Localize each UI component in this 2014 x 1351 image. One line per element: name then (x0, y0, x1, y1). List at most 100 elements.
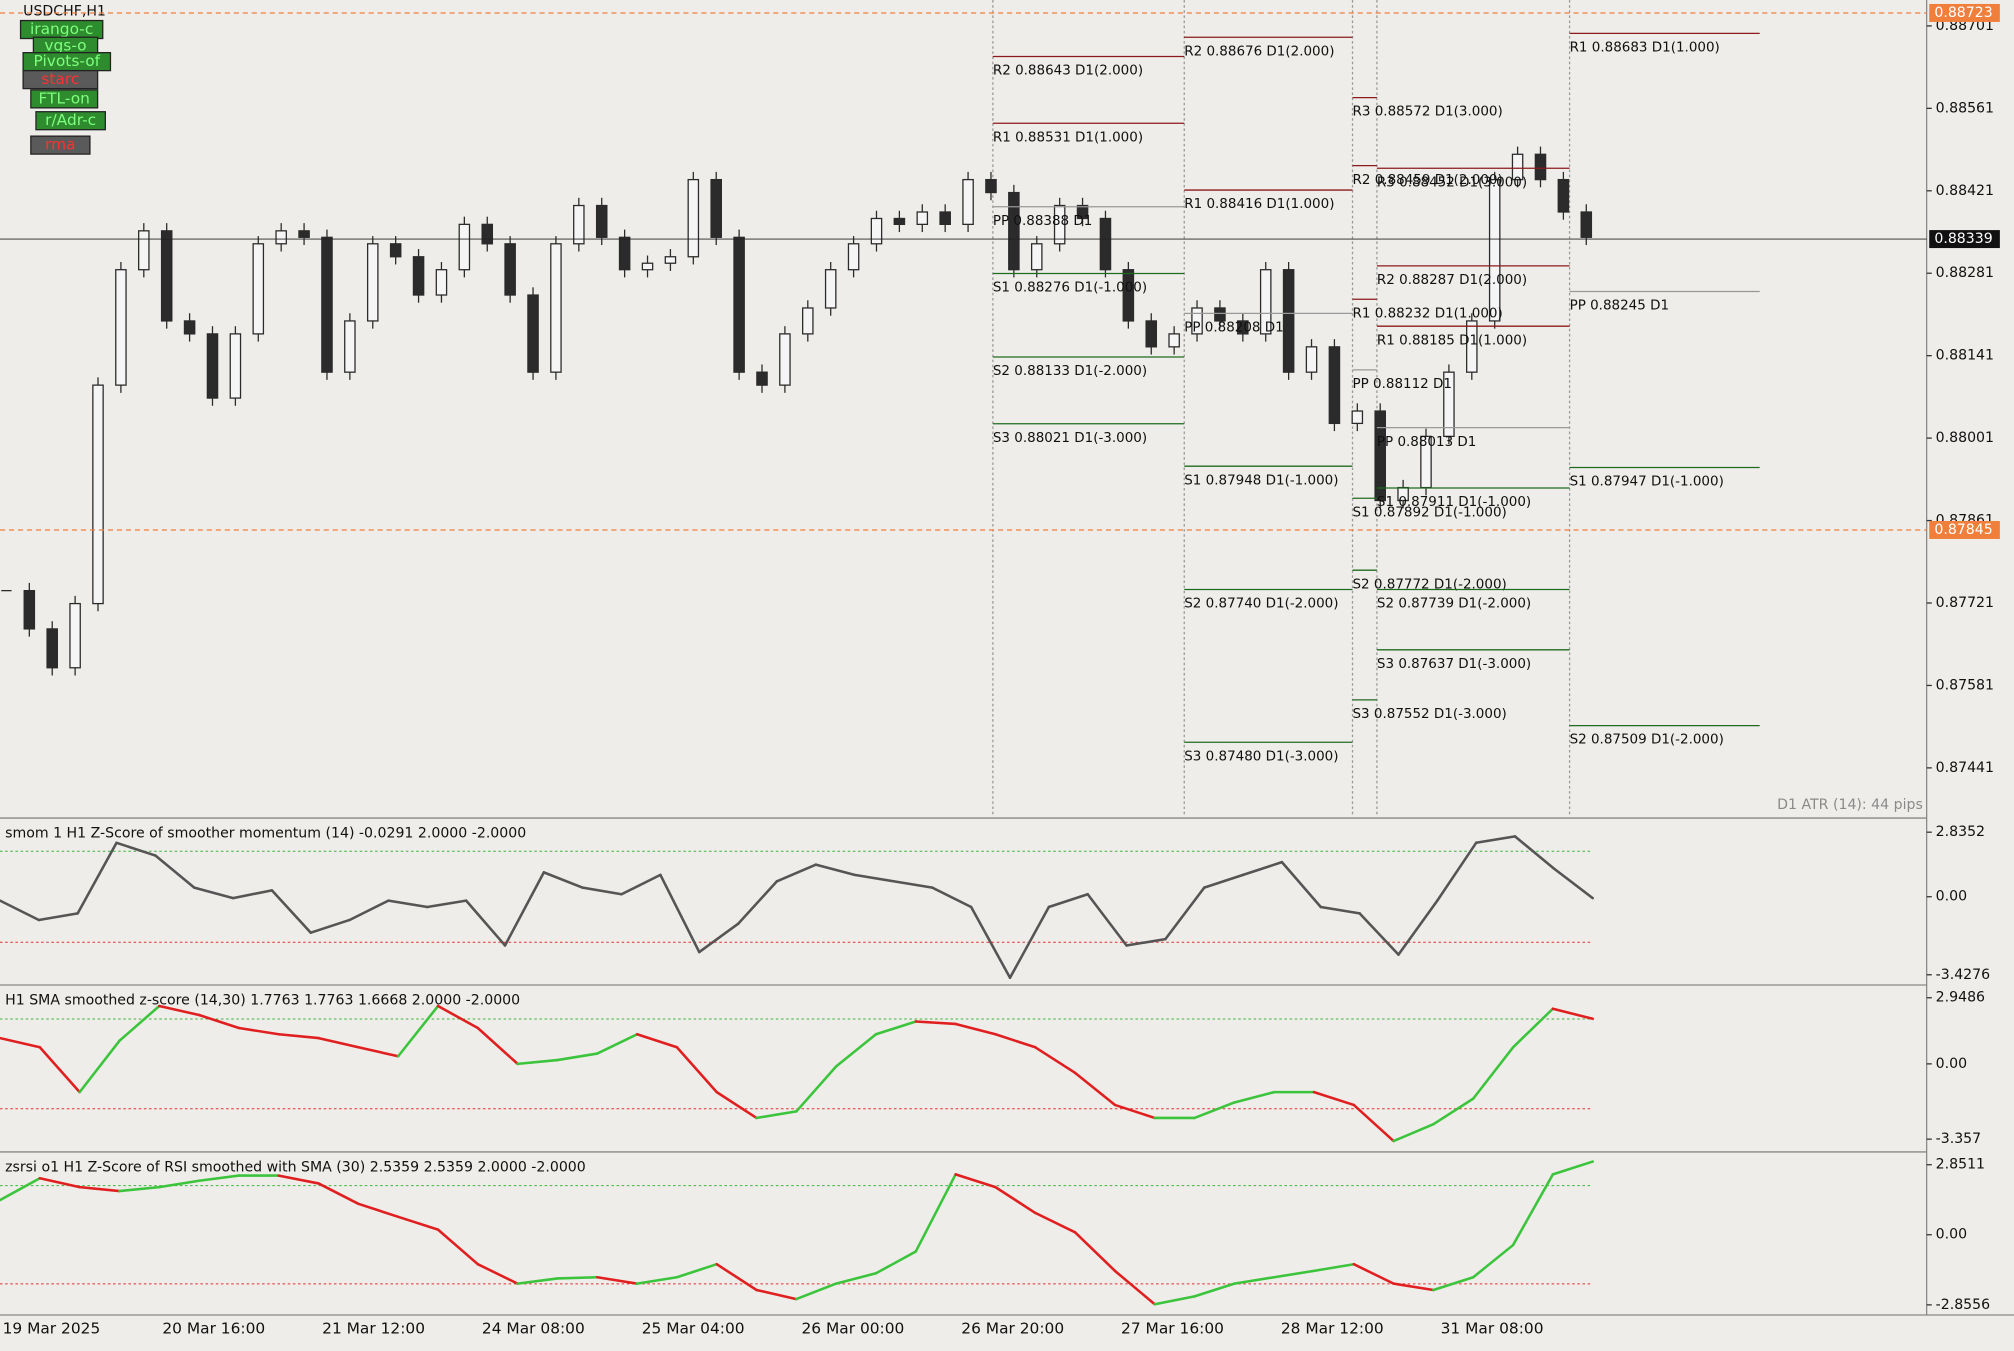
pivot-label: S1 0.87911 D1(-1.000) (1377, 494, 1531, 510)
indicator-line (1193, 1282, 1236, 1298)
x-tick-label: 28 Mar 12:00 (1281, 1320, 1384, 1338)
candle-body (138, 230, 150, 271)
indicator-button-label: FTL-on (39, 89, 90, 107)
indicator-line (317, 1036, 360, 1049)
candle-body (618, 236, 631, 271)
indicator-line (1033, 1045, 1077, 1075)
candle-body (389, 243, 402, 258)
candle-body (160, 230, 173, 322)
indicator-button-label: Pivots-of (34, 52, 101, 70)
candle-body (412, 256, 425, 296)
candle-body (870, 217, 883, 245)
x-tick-label: 25 Mar 04:00 (642, 1320, 745, 1338)
y-tick-label: 0.87441 (1936, 760, 1994, 776)
indicator-line (994, 1185, 1037, 1215)
candle-body (1191, 307, 1203, 335)
indicator-line (309, 918, 351, 934)
indicator-line (197, 1013, 241, 1030)
candle-body (206, 333, 219, 399)
y-tick-label: 0.88281 (1936, 265, 1994, 281)
indicator-line (675, 1262, 719, 1279)
pivot-label: R1 0.88232 D1(1.000) (1353, 305, 1503, 321)
indicator-line (231, 889, 274, 900)
candle-body (1305, 346, 1318, 373)
y-tick-label: 0.88141 (1936, 348, 1994, 364)
indicator-line (76, 841, 118, 915)
candle-body (1466, 320, 1478, 373)
indicator-line (1241, 860, 1284, 877)
indicator-button[interactable] (22, 69, 99, 90)
x-tick-label: 24 Mar 08:00 (482, 1320, 585, 1338)
indicator-line (1397, 899, 1439, 956)
candle-body (733, 236, 745, 373)
indicator-line (1358, 912, 1400, 956)
indicator-line (197, 1174, 241, 1183)
candle-body (458, 223, 471, 271)
indicator-line (954, 1022, 997, 1036)
indicator-line (118, 1185, 161, 1193)
candle-body (595, 204, 608, 238)
indicator-line (1551, 1007, 1594, 1021)
pivot-label: R1 0.88185 D1(1.000) (1377, 332, 1527, 348)
candle-body (69, 602, 81, 669)
y-tick-label: 2.9486 (1936, 990, 1985, 1006)
indicator-line (516, 1058, 559, 1066)
pivot-label: R2 0.88459 D1(2.000) (1353, 172, 1503, 188)
candle-body (962, 178, 974, 226)
x-tick-label: 31 Mar 08:00 (1441, 1320, 1544, 1338)
indicator-button[interactable] (30, 89, 99, 109)
indicator-line (814, 863, 856, 877)
indicator-button-label: irango-c (30, 20, 93, 38)
indicator-line (0, 899, 41, 922)
y-tick-label: 0.00 (1936, 889, 1967, 905)
indicator-line (1280, 860, 1323, 909)
y-tick-label: 2.8511 (1936, 1157, 1985, 1173)
candle-body (321, 236, 333, 373)
indicator-line (715, 1090, 758, 1120)
indicator-line (1511, 1173, 1555, 1247)
indicator-line (78, 1039, 121, 1094)
candle-body (779, 333, 791, 386)
indicator-line (237, 1026, 281, 1036)
candle-body (1534, 153, 1547, 181)
candle-body (710, 178, 722, 238)
candle-body (298, 230, 310, 238)
indicator-line (37, 912, 79, 922)
pivot-label: S1 0.87948 D1(-1.000) (1184, 472, 1338, 488)
candle-body (115, 269, 127, 386)
candle-body (756, 371, 768, 386)
indicator-button[interactable] (35, 111, 106, 131)
current-price: 0.88339 (1934, 231, 1992, 247)
indicator-line (1164, 886, 1206, 941)
indicator-button-label: vgs-o (44, 37, 86, 55)
indicator-line (396, 1004, 440, 1058)
indicator-line (795, 1282, 838, 1301)
indicator-line (595, 1032, 639, 1055)
indicator-button[interactable] (30, 135, 91, 155)
indicator-line (1392, 1122, 1435, 1143)
candle-body (504, 243, 516, 296)
indicator-line (595, 1275, 639, 1285)
indicator-line (954, 1173, 997, 1189)
indicator-line (115, 841, 157, 857)
y-tick-label: -3.357 (1936, 1131, 1981, 1147)
indicator-line (892, 879, 934, 889)
indicator-line (270, 889, 313, 934)
indicator-line (914, 1173, 957, 1253)
indicator-line (317, 1182, 360, 1206)
candle-body (344, 320, 356, 373)
candle-body (1443, 371, 1455, 437)
candle-body (641, 262, 654, 271)
y-tick-label: 0.88421 (1936, 183, 1994, 199)
indicator-line (1113, 1103, 1156, 1120)
pivot-label: S2 0.87739 D1(-2.000) (1377, 596, 1531, 612)
indicator-line (874, 1250, 918, 1275)
indicator-line (1319, 905, 1361, 915)
indicator-line (1471, 1045, 1515, 1100)
candle-body (46, 628, 58, 669)
pivot-label: S3 0.87552 D1(-3.000) (1353, 706, 1507, 722)
pivot-label: S1 0.88276 D1(-1.000) (993, 280, 1147, 296)
candle-body (1214, 307, 1226, 322)
